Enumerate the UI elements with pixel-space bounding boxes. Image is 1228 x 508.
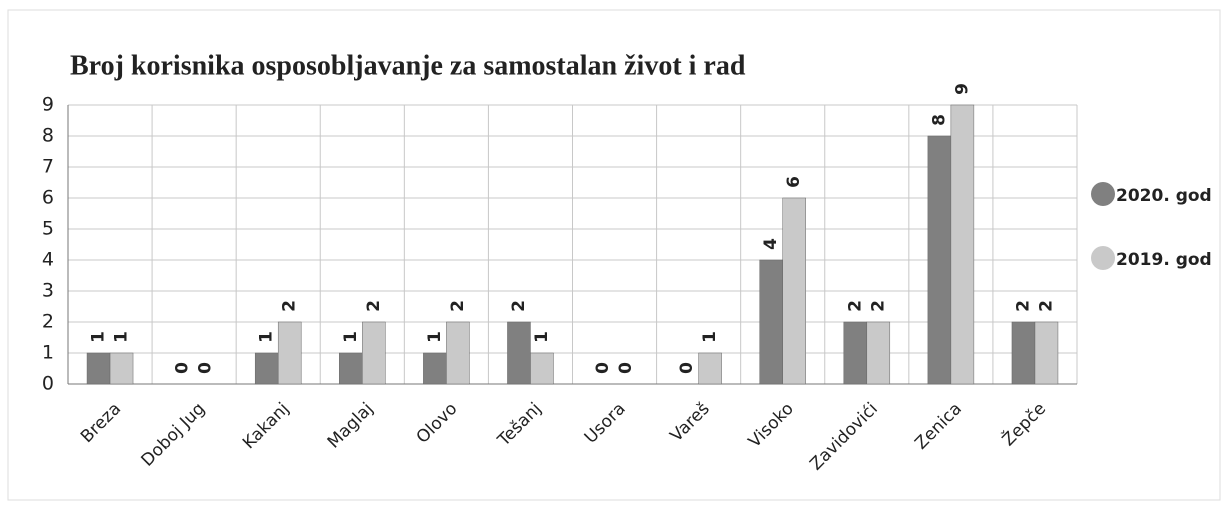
x-tick-label: Žepče (997, 398, 1050, 451)
data-label: 0 (173, 362, 193, 374)
data-label: 2 (280, 300, 300, 312)
data-label: 1 (89, 331, 109, 343)
y-tick-label: 6 (42, 187, 54, 209)
data-label: 2 (509, 300, 529, 312)
bar (866, 321, 891, 385)
chart-border (7, 9, 1221, 501)
data-label: 2 (868, 300, 888, 312)
y-tick-label: 5 (42, 218, 54, 240)
data-label: 2 (448, 300, 468, 312)
x-tick-label: Breza (77, 399, 125, 447)
bar (254, 352, 279, 385)
bar (759, 259, 783, 385)
data-label: 1 (532, 331, 552, 343)
data-label: 0 (593, 362, 613, 374)
x-tick-label: Zenica (911, 399, 966, 454)
y-tick-label: 8 (42, 125, 54, 147)
legend-marker (1091, 246, 1115, 270)
data-label: 1 (341, 331, 361, 343)
data-label: 9 (952, 83, 972, 95)
data-label: 2 (1013, 300, 1033, 312)
data-label: 1 (700, 331, 720, 343)
legend-marker (1091, 182, 1115, 206)
bar (698, 352, 722, 385)
x-tick-label: Zavidovići (806, 399, 882, 475)
chart-title: Broj korisnika osposobljavanje za samost… (70, 50, 746, 81)
y-tick-label: 7 (42, 156, 54, 178)
bar (507, 321, 531, 385)
bar (843, 321, 868, 385)
x-tick-label: Olovo (413, 399, 462, 448)
data-label: 6 (784, 176, 804, 188)
data-label: 1 (425, 331, 445, 343)
bar (927, 135, 952, 385)
y-tick-label: 2 (42, 311, 54, 333)
bar (277, 321, 302, 385)
x-tick-label: Maglaj (324, 399, 378, 453)
y-tick-label: 0 (42, 373, 54, 395)
data-label: 2 (845, 300, 865, 312)
y-tick-label: 9 (42, 94, 54, 116)
data-label: 0 (616, 362, 636, 374)
bar (423, 352, 447, 385)
bar (530, 352, 554, 385)
bar (446, 321, 470, 385)
x-tick-label: Visoko (745, 399, 798, 452)
bar (339, 352, 363, 385)
data-label: 0 (677, 362, 697, 374)
data-label: 8 (929, 114, 949, 126)
bar (109, 352, 134, 385)
bar (782, 197, 806, 385)
data-label: 0 (196, 362, 216, 374)
data-label: 2 (364, 300, 384, 312)
x-tick-label: Vareš (667, 399, 714, 446)
bar (950, 104, 975, 385)
data-label: 1 (257, 331, 277, 343)
bar (86, 352, 111, 385)
x-tick-label: Kakanj (239, 399, 293, 453)
y-tick-label: 4 (42, 249, 54, 271)
y-tick-label: 1 (42, 342, 54, 364)
legend-label: 2019. god (1116, 250, 1212, 270)
x-tick-label: Doboj Jug (138, 399, 210, 471)
bar (1034, 321, 1059, 385)
data-label: 4 (761, 238, 781, 250)
legend-label: 2020. god (1116, 186, 1212, 206)
bar (362, 321, 386, 385)
bar (1011, 321, 1036, 385)
data-label: 2 (1036, 300, 1056, 312)
x-tick-label: Tešanj (493, 399, 545, 451)
data-label: 1 (112, 331, 132, 343)
y-tick-label: 3 (42, 280, 54, 302)
x-tick-label: Usora (581, 399, 630, 448)
